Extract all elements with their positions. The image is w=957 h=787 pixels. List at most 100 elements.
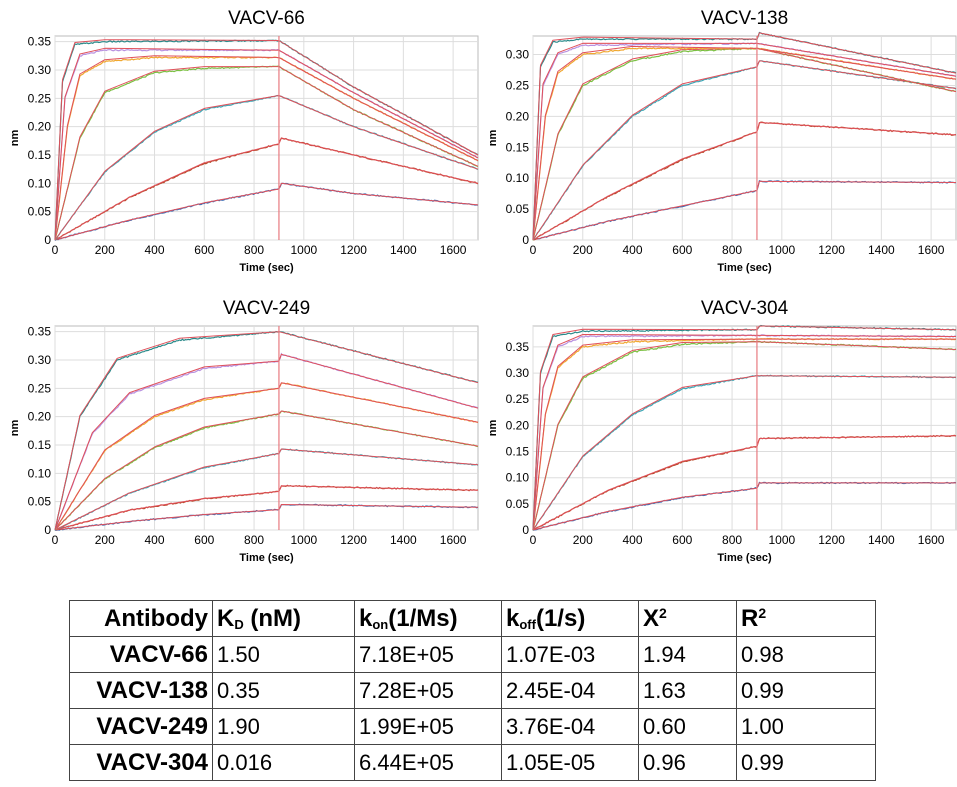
y-axis-label: nm xyxy=(487,420,499,437)
kon-cell: 1.99E+05 xyxy=(354,708,502,745)
chart-title: VACV-66 xyxy=(228,8,305,29)
y-tick-label: 0.30 xyxy=(506,48,530,62)
fit-line xyxy=(532,375,957,531)
x-tick-label: 0 xyxy=(530,243,537,257)
x-tick-label: 600 xyxy=(194,243,214,257)
x-tick-label: 600 xyxy=(672,533,692,547)
x-tick-label: 200 xyxy=(95,533,115,547)
y-tick-label: 0.10 xyxy=(506,471,530,485)
plot-area xyxy=(54,325,479,531)
fit-line xyxy=(532,325,957,531)
x-tick-label: 200 xyxy=(95,243,115,257)
r-squared-cell: 0.99 xyxy=(736,672,876,709)
fit-line xyxy=(54,47,479,241)
table-row: VACV-249 1.90 1.99E+05 3.76E-04 0.60 1.0… xyxy=(69,708,876,745)
chart-panel-vacv-249: VACV-249 0 200 400 600 800 1000 1200 1400 1600 0 0.… xyxy=(0,290,479,570)
antibody-cell: VACV-66 xyxy=(69,636,213,673)
fit-line xyxy=(532,122,957,241)
x-tick-label: 400 xyxy=(145,533,165,547)
header-kon: kon(1/Ms) xyxy=(354,600,502,637)
kon-cell: 7.28E+05 xyxy=(354,672,502,709)
kinetics-table-header: Antibody KD (nM) kon(1/Ms) koff(1/s) X2 … xyxy=(69,600,876,637)
y-tick-label: 0.25 xyxy=(28,91,52,105)
x-tick-label: 1600 xyxy=(440,533,467,547)
table-row: VACV-138 0.35 7.28E+05 2.45E-04 1.63 0.9… xyxy=(69,672,876,709)
koff-cell: 3.76E-04 xyxy=(501,708,639,745)
kon-cell: 6.44E+05 xyxy=(354,744,502,781)
r-squared-cell: 0.98 xyxy=(736,636,876,673)
fit-line xyxy=(54,382,479,531)
x-tick-label: 0 xyxy=(52,533,59,547)
chi-squared-cell: 1.63 xyxy=(638,672,737,709)
x-tick-label: 1600 xyxy=(440,243,467,257)
x-tick-label: 1600 xyxy=(918,533,945,547)
y-tick-label: 0.30 xyxy=(28,63,52,77)
y-tick-label: 0.10 xyxy=(506,171,530,185)
fit-line xyxy=(54,448,479,531)
y-tick-label: 0.35 xyxy=(506,340,530,354)
y-tick-label: 0.20 xyxy=(506,418,530,432)
x-tick-label: 0 xyxy=(530,533,537,547)
fit-line xyxy=(532,482,956,531)
chi-squared-cell: 0.96 xyxy=(638,744,737,781)
fit-line xyxy=(532,60,957,241)
sensorgram-chart-vacv-249: VACV-249 0 200 400 600 800 1000 1200 1400 1600 0 0.… xyxy=(9,298,479,564)
x-tick-label: 600 xyxy=(194,533,214,547)
fit-line xyxy=(532,435,957,531)
x-tick-label: 1600 xyxy=(918,243,945,257)
chart-panel-vacv-66: VACV-66 0 200 400 600 800 1000 1200 1400 1600 0 0.0… xyxy=(0,0,479,280)
kd-cell: 0.35 xyxy=(212,672,355,709)
y-tick-label: 0.30 xyxy=(506,366,530,380)
y-tick-label: 0.15 xyxy=(506,445,530,459)
x-tick-label: 1000 xyxy=(290,243,317,257)
sensorgram-chart-vacv-66: VACV-66 0 200 400 600 800 1000 1200 1400 1600 0 0.0… xyxy=(9,8,479,274)
x-axis-label: Time (sec) xyxy=(239,552,294,564)
kinetics-table: Antibody KD (nM) kon(1/Ms) koff(1/s) X2 … xyxy=(69,600,876,781)
y-tick-label: 0.05 xyxy=(28,495,52,509)
fit-line xyxy=(54,39,479,241)
x-tick-label: 1400 xyxy=(390,533,417,547)
x-tick-label: 400 xyxy=(623,243,643,257)
y-axis-label: nm xyxy=(9,130,21,147)
x-tick-label: 800 xyxy=(244,533,264,547)
y-tick-label: 0.20 xyxy=(28,410,52,424)
koff-cell: 2.45E-04 xyxy=(501,672,639,709)
fit-line xyxy=(54,353,479,531)
header-kd: KD (nM) xyxy=(212,600,355,637)
fit-line xyxy=(54,485,479,531)
y-tick-label: 0.25 xyxy=(28,381,52,395)
y-tick-label: 0.05 xyxy=(28,205,52,219)
fit-line xyxy=(54,331,479,531)
kd-cell: 0.016 xyxy=(212,744,355,781)
y-tick-label: 0 xyxy=(522,233,529,247)
y-tick-label: 0.05 xyxy=(506,497,530,511)
antibody-cell: VACV-304 xyxy=(69,744,213,781)
chart-title: VACV-138 xyxy=(701,8,788,29)
header-chi-squared: X2 xyxy=(638,600,737,637)
y-tick-label: 0.10 xyxy=(28,466,52,480)
chart-panel-vacv-304: VACV-304 0 200 400 600 800 1000 1200 1400 1600 0 0.… xyxy=(478,290,957,570)
fit-line xyxy=(532,180,957,241)
fit-line xyxy=(532,32,957,241)
fit-line xyxy=(54,55,479,241)
fit-line xyxy=(54,410,479,531)
x-tick-label: 800 xyxy=(722,243,742,257)
x-axis-label: Time (sec) xyxy=(717,262,772,274)
chi-squared-cell: 0.60 xyxy=(638,708,737,745)
kd-cell: 1.50 xyxy=(212,636,355,673)
x-tick-label: 400 xyxy=(623,533,643,547)
x-tick-label: 1200 xyxy=(818,243,845,257)
fit-line xyxy=(54,504,479,531)
antibody-cell: VACV-138 xyxy=(69,672,213,709)
x-tick-label: 600 xyxy=(672,243,692,257)
fit-line xyxy=(532,334,957,531)
sensorgram-chart-vacv-138: VACV-138 0 200 400 600 800 1000 1200 1400 1600 0 0.… xyxy=(487,8,957,274)
y-tick-label: 0.10 xyxy=(28,176,52,190)
chi-squared-cell: 1.94 xyxy=(638,636,737,673)
y-tick-label: 0.35 xyxy=(28,35,52,49)
y-tick-label: 0.25 xyxy=(506,78,530,92)
x-tick-label: 1400 xyxy=(868,533,895,547)
antibody-cell: VACV-249 xyxy=(69,708,213,745)
y-tick-label: 0.20 xyxy=(28,120,52,134)
koff-cell: 1.07E-03 xyxy=(501,636,639,673)
